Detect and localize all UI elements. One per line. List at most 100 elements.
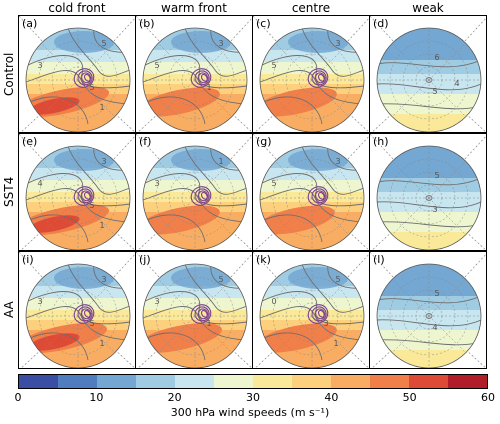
radial-line [311,79,349,117]
colorbar-tick-label: 50 [402,391,417,404]
radial-line [275,79,313,117]
corner-line [347,253,369,278]
colorbar-segment [58,375,97,388]
contour-label: 5 [89,83,94,92]
radial-line [275,197,313,235]
corner-line [370,252,394,278]
radial-line [194,197,232,235]
corner-line [347,17,369,42]
corner-line [137,350,157,368]
geopotential-contour [260,291,364,325]
contour-label: 3 [432,205,437,214]
polar-map: 3 5 5 1 [19,16,135,132]
contour-label: 5 [434,171,439,180]
geopotential-contour [146,332,206,361]
map-boundary [25,263,131,368]
corner-line [19,16,43,42]
jet-blob [171,149,231,171]
geopotential-contour [301,28,364,77]
contour-label: 3 [154,179,159,188]
polar-map: 53 [370,134,486,250]
polar-map: 54 [370,252,486,368]
map-panel: 3 5 5 1 (a) [18,15,136,133]
map-boundary [376,145,482,250]
radial-line [311,161,349,199]
jet-blob [143,87,220,117]
panel-label: (c) [256,17,271,30]
colorbar-segment [409,375,448,388]
panel-label: (b) [139,17,155,30]
panel-label: (j) [139,253,151,266]
corner-line [254,232,274,250]
corner-line [113,253,135,278]
map-boundary [259,263,365,368]
geopotential-contour [263,332,323,361]
map-boundary [259,145,365,250]
geopotential-contour [26,306,129,341]
corner-line [464,253,486,278]
radial-line [41,43,79,81]
contour-label: 5 [89,201,94,210]
geopotential-contour [184,28,247,77]
corner-line [136,252,160,278]
colorbar-segment [370,375,409,388]
range-ring [155,40,235,120]
column-title: warm front [161,1,227,15]
geopotential-contour [184,264,247,313]
radial-line [194,161,232,199]
geopotential-contour [29,214,89,243]
radial-line [428,197,466,235]
contour-label: 4 [37,179,42,188]
precip-contour [317,309,325,318]
geopotential-contour [143,55,247,89]
radial-line [194,315,232,353]
range-ring [38,158,118,238]
column-title: cold front [48,1,106,15]
corner-line [464,135,486,160]
map-boundary [142,27,248,132]
radial-line [194,43,232,81]
geopotential-contour [29,96,89,125]
radial-line [392,79,430,117]
colorbar-segment [19,375,58,388]
radial-line [392,315,430,353]
polar-map: 6 5 4 [370,16,486,132]
geopotential-contour [260,188,363,223]
radial-line [275,43,313,81]
geopotential-contour [26,173,130,207]
map-panel: 3 5 1 (j) [135,251,253,369]
geopotential-contour [29,332,89,361]
contour-label: 5 [101,39,106,48]
panel-label: (h) [373,135,389,148]
corner-line [464,17,486,42]
polar-map: 0 5 3 1 [253,252,369,368]
contour-label: 3 [37,61,42,70]
colorbar-segment [175,375,214,388]
jet-blob [288,31,348,53]
range-ring [155,276,235,356]
contour-label: 1 [99,339,104,348]
corner-line [253,134,277,160]
geopotential-contour [377,319,481,327]
geopotential-contour [263,96,323,125]
geopotential-contour [301,146,364,195]
corner-line [350,350,369,368]
jet-blob [171,31,231,53]
map-panel: 4 3 5 1 (e) [18,133,136,251]
corner-line [371,114,391,132]
precip-contour [83,73,91,82]
corner-line [467,350,486,368]
corner-line [233,232,252,250]
column-title: weak [412,1,444,15]
precip-contour [194,306,210,322]
radial-line [428,79,466,117]
polar-map: 53 [253,16,369,132]
precip-contour [311,188,327,204]
jet-blob [288,267,348,289]
radial-line [311,279,349,317]
geopotential-contour [26,291,130,325]
radial-line [275,315,313,353]
jet-blob [28,215,80,233]
colorbar-segment [97,375,136,388]
